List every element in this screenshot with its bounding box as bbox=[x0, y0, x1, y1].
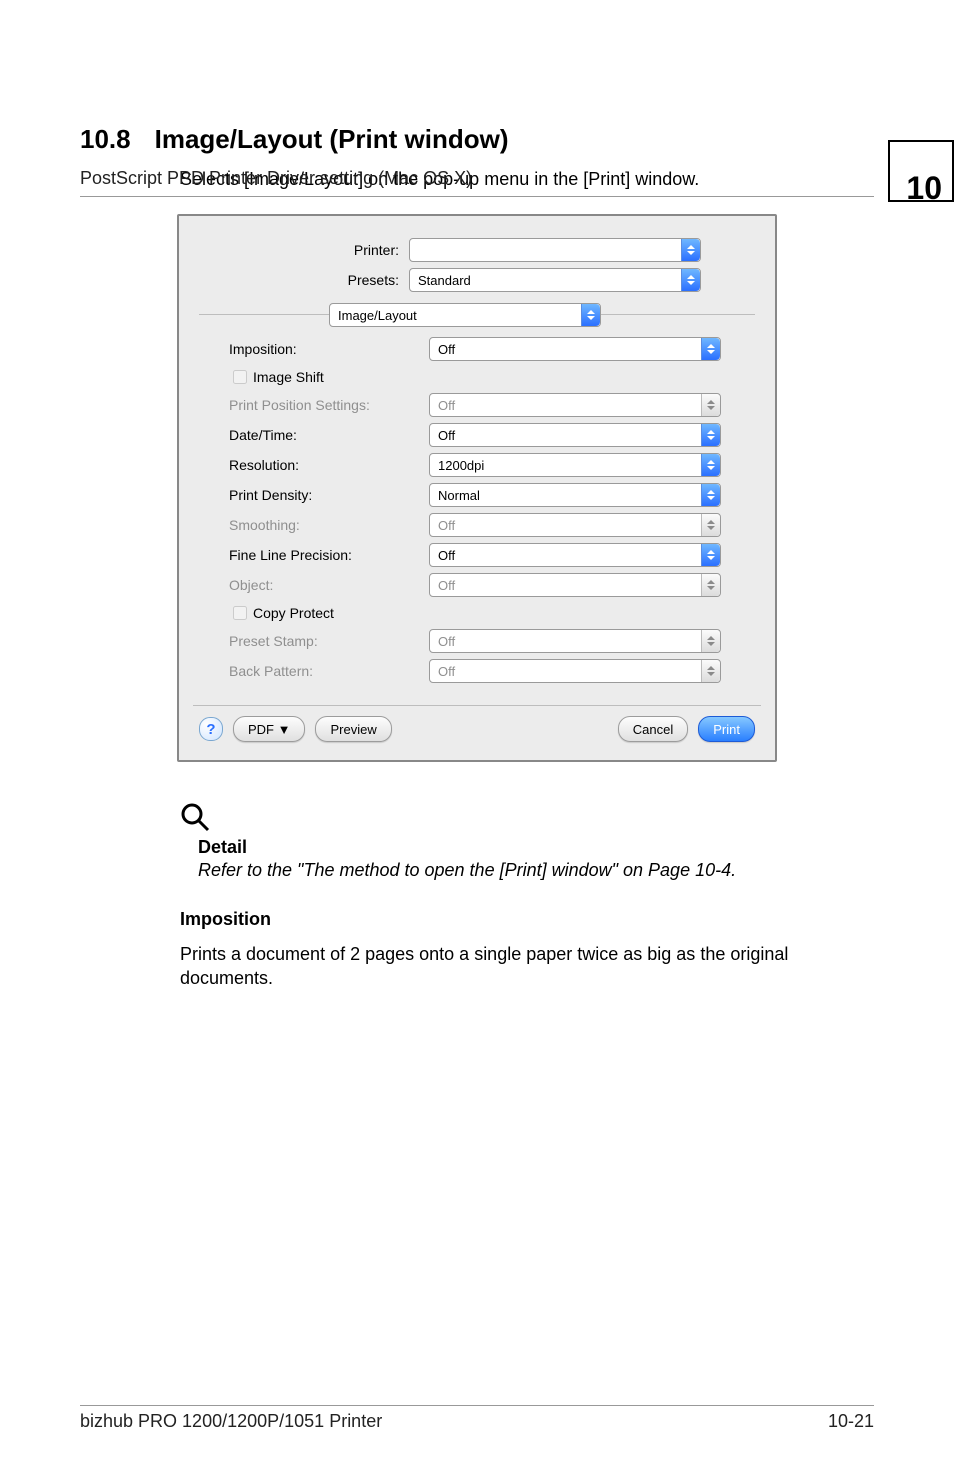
dialog-footer-rule bbox=[193, 705, 761, 706]
pane-select[interactable]: Image/Layout bbox=[329, 303, 601, 327]
printer-select[interactable] bbox=[409, 238, 701, 262]
object-value: Off bbox=[438, 578, 455, 593]
help-label: ? bbox=[206, 721, 215, 738]
back-pattern-label: Back Pattern: bbox=[229, 663, 429, 679]
detail-body: Refer to the "The method to open the [Pr… bbox=[198, 860, 874, 881]
chapter-tab: 10 bbox=[888, 140, 954, 202]
header-rule bbox=[80, 196, 874, 197]
updown-icon bbox=[701, 394, 720, 416]
imposition-heading: Imposition bbox=[180, 909, 874, 930]
pdf-label: PDF ▼ bbox=[248, 722, 290, 737]
help-button[interactable]: ? bbox=[199, 717, 223, 741]
imposition-select[interactable]: Off bbox=[429, 337, 721, 361]
print-position-label: Print Position Settings: bbox=[229, 397, 429, 413]
fieldset-pane-rule: Image/Layout bbox=[199, 314, 755, 315]
copy-protect-label: Copy Protect bbox=[253, 605, 334, 621]
cancel-label: Cancel bbox=[633, 722, 673, 737]
updown-icon bbox=[701, 574, 720, 596]
preview-button[interactable]: Preview bbox=[315, 716, 391, 742]
print-position-value: Off bbox=[438, 398, 455, 413]
print-density-select[interactable]: Normal bbox=[429, 483, 721, 507]
updown-icon bbox=[701, 424, 720, 446]
smoothing-value: Off bbox=[438, 518, 455, 533]
footer-page: 10-21 bbox=[828, 1411, 874, 1432]
resolution-label: Resolution: bbox=[229, 457, 429, 473]
pane-value: Image/Layout bbox=[338, 308, 417, 323]
updown-icon bbox=[701, 484, 720, 506]
fine-line-label: Fine Line Precision: bbox=[229, 547, 429, 563]
smoothing-label: Smoothing: bbox=[229, 517, 429, 533]
image-shift-label: Image Shift bbox=[253, 369, 324, 385]
updown-icon bbox=[681, 239, 700, 261]
printer-label: Printer: bbox=[199, 242, 409, 258]
preset-stamp-select: Off bbox=[429, 629, 721, 653]
fine-line-value: Off bbox=[438, 548, 455, 563]
updown-icon bbox=[701, 660, 720, 682]
updown-icon bbox=[701, 544, 720, 566]
preset-stamp-label: Preset Stamp: bbox=[229, 633, 429, 649]
updown-icon bbox=[701, 514, 720, 536]
back-pattern-value: Off bbox=[438, 664, 455, 679]
updown-icon bbox=[701, 338, 720, 360]
presets-value: Standard bbox=[418, 273, 471, 288]
copy-protect-checkbox[interactable] bbox=[233, 606, 247, 620]
detail-heading: Detail bbox=[198, 837, 874, 858]
pdf-button[interactable]: PDF ▼ bbox=[233, 716, 305, 742]
footer-product: bizhub PRO 1200/1200P/1051 Printer bbox=[80, 1411, 382, 1432]
smoothing-select: Off bbox=[429, 513, 721, 537]
preset-stamp-value: Off bbox=[438, 634, 455, 649]
section-number: 10.8 bbox=[80, 124, 131, 155]
print-label: Print bbox=[713, 722, 740, 737]
section-title: Image/Layout (Print window) bbox=[155, 124, 509, 155]
image-shift-checkbox[interactable] bbox=[233, 370, 247, 384]
back-pattern-select: Off bbox=[429, 659, 721, 683]
print-density-label: Print Density: bbox=[229, 487, 429, 503]
print-dialog: Printer: Presets: Standard Image/Layout bbox=[177, 214, 777, 762]
imposition-body: Prints a document of 2 pages onto a sing… bbox=[180, 942, 874, 991]
updown-icon bbox=[681, 269, 700, 291]
date-time-select[interactable]: Off bbox=[429, 423, 721, 447]
updown-icon bbox=[581, 304, 600, 326]
updown-icon bbox=[701, 630, 720, 652]
object-select: Off bbox=[429, 573, 721, 597]
preview-label: Preview bbox=[330, 722, 376, 737]
date-time-label: Date/Time: bbox=[229, 427, 429, 443]
print-density-value: Normal bbox=[438, 488, 480, 503]
cancel-button[interactable]: Cancel bbox=[618, 716, 688, 742]
running-head-title: PostScript PPD Printer Driver setting (M… bbox=[80, 168, 472, 189]
magnifier-icon bbox=[180, 802, 210, 832]
imposition-label: Imposition: bbox=[229, 341, 429, 357]
updown-icon bbox=[701, 454, 720, 476]
date-time-value: Off bbox=[438, 428, 455, 443]
print-position-select: Off bbox=[429, 393, 721, 417]
fine-line-select[interactable]: Off bbox=[429, 543, 721, 567]
chapter-number: 10 bbox=[906, 170, 942, 207]
footer-rule bbox=[80, 1405, 874, 1406]
resolution-select[interactable]: 1200dpi bbox=[429, 453, 721, 477]
presets-label: Presets: bbox=[199, 272, 409, 288]
presets-select[interactable]: Standard bbox=[409, 268, 701, 292]
object-label: Object: bbox=[229, 577, 429, 593]
print-button[interactable]: Print bbox=[698, 716, 755, 742]
imposition-value: Off bbox=[438, 342, 455, 357]
resolution-value: 1200dpi bbox=[438, 458, 484, 473]
